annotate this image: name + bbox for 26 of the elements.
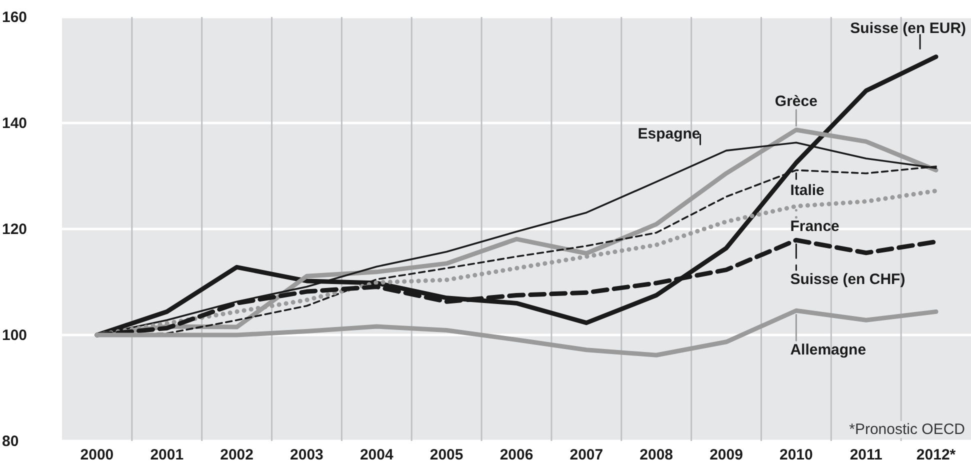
y-tick-label: 120 [2, 221, 28, 238]
x-tick-label: 2011 [850, 446, 882, 464]
legend-label: France [790, 218, 840, 236]
y-tick-label: 160 [2, 9, 28, 26]
text: Suisse (en EUR) [850, 20, 966, 37]
x-tick-label: 2010 [780, 446, 813, 464]
series-label: Grèce [774, 92, 818, 110]
x-tick-label: 2000 [80, 446, 114, 464]
x-tick-label: 2005 [430, 446, 464, 464]
series-label: Espagne [638, 126, 700, 143]
x-tick-label: 2001 [150, 446, 184, 464]
x-tick-label: 2004 [360, 446, 394, 464]
y-tick-label: 140 [2, 115, 28, 132]
x-tick-label: 2009 [710, 446, 743, 464]
x-tick-label: 2012* [916, 446, 956, 464]
x-tick-label: 2006 [500, 446, 534, 464]
x-tick-label: 2007 [570, 446, 604, 464]
y-tick-label: 80 [2, 433, 19, 450]
legend-label: Suisse (en CHF) [790, 271, 906, 288]
x-tick-label: 2002 [220, 446, 254, 464]
x-tick-label: 2008 [640, 446, 674, 464]
annotation: *Pronostic OECD [849, 421, 965, 438]
y-tick-label: 100 [2, 327, 28, 344]
legend-label: Italie [790, 182, 824, 200]
x-tick-label: 2003 [290, 446, 324, 464]
legend-label: Allemagne [790, 342, 866, 359]
